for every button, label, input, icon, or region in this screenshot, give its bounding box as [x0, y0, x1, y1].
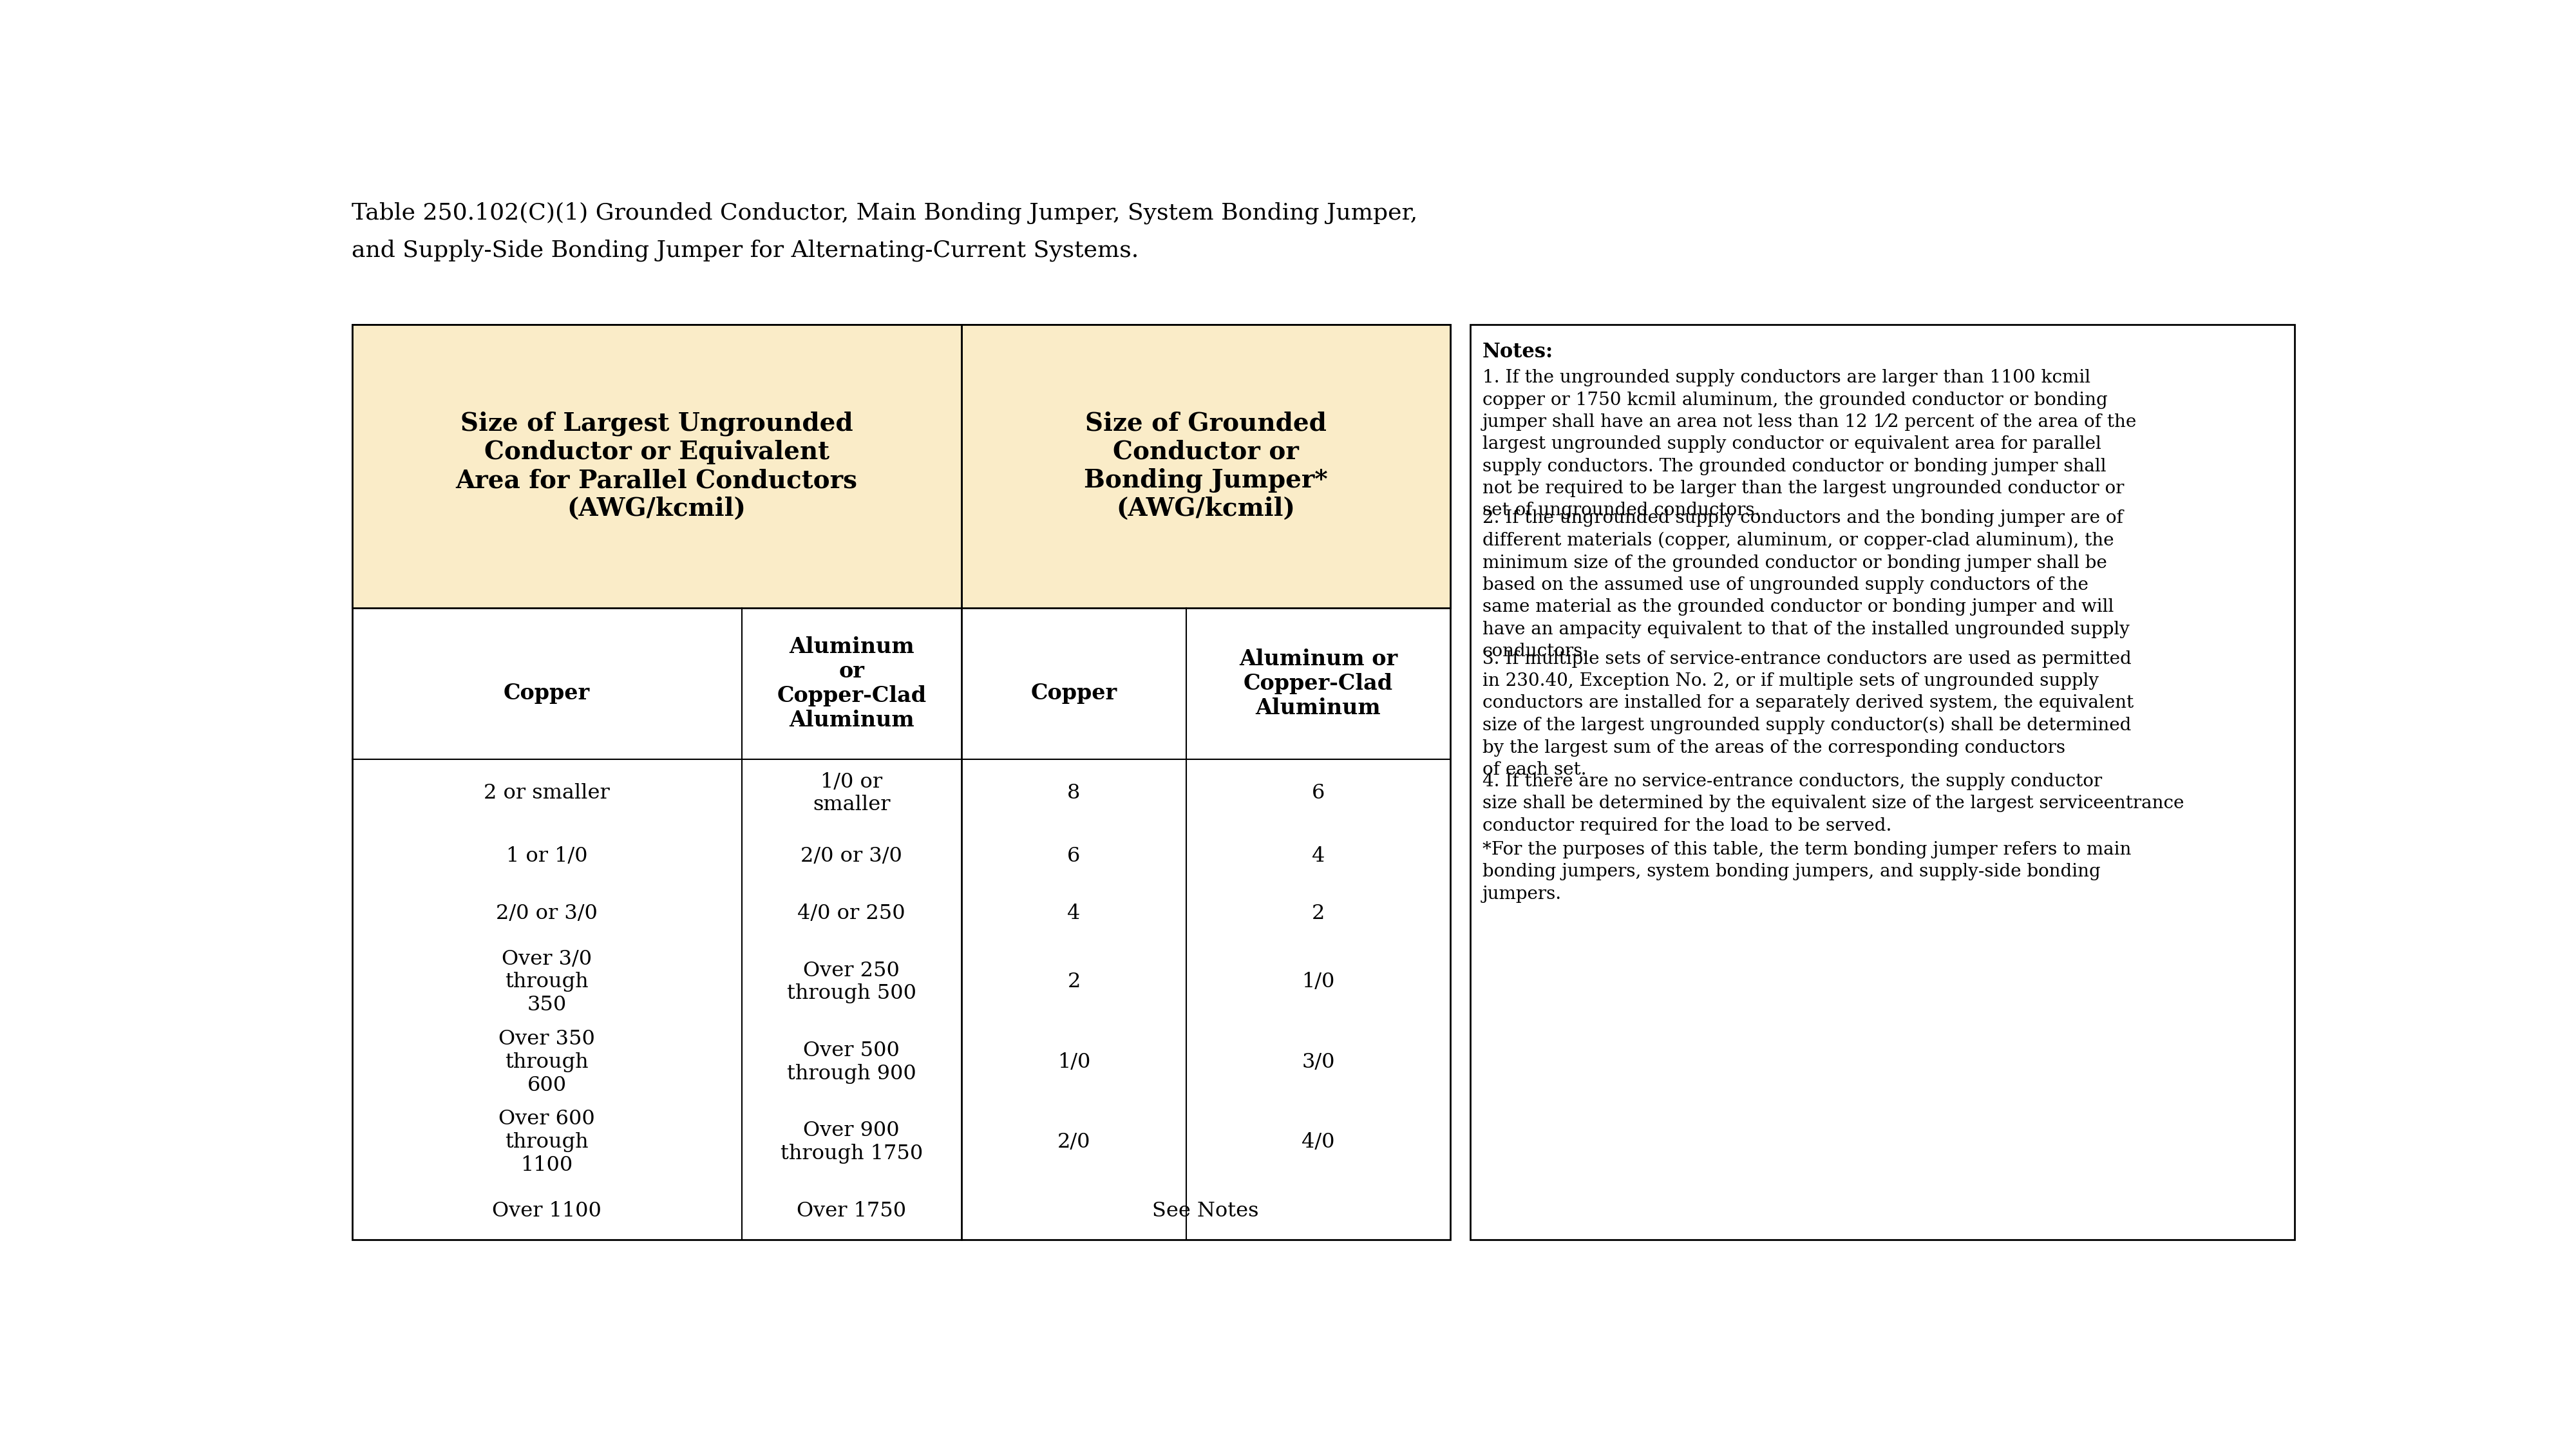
Text: Aluminum
or
Copper-Clad
Aluminum: Aluminum or Copper-Clad Aluminum: [778, 636, 927, 732]
Text: Over 500
through 900: Over 500 through 900: [786, 1040, 917, 1084]
Text: 4: 4: [1066, 904, 1079, 923]
Text: 1/0: 1/0: [1056, 1052, 1090, 1072]
Text: 2/0 or 3/0: 2/0 or 3/0: [497, 904, 598, 923]
Text: 2/0: 2/0: [1056, 1132, 1090, 1152]
Text: 1/0 or
smaller: 1/0 or smaller: [814, 772, 891, 814]
Text: See Notes: See Notes: [1151, 1201, 1260, 1222]
Text: Over 3/0
through
350: Over 3/0 through 350: [502, 949, 592, 1016]
Text: Table 250.102(C)(1) Grounded Conductor, Main Bonding Jumper, System Bonding Jump: Table 250.102(C)(1) Grounded Conductor, …: [353, 201, 1417, 225]
Text: Over 1750: Over 1750: [796, 1201, 907, 1222]
Text: 4/0: 4/0: [1301, 1132, 1334, 1152]
Text: 6: 6: [1311, 784, 1324, 803]
Text: 1 or 1/0: 1 or 1/0: [505, 846, 587, 867]
Text: Over 1100: Over 1100: [492, 1201, 603, 1222]
Text: Over 350
through
600: Over 350 through 600: [500, 1029, 595, 1095]
Text: 3. If multiple sets of service-entrance conductors are used as permitted
in 230.: 3. If multiple sets of service-entrance …: [1481, 651, 2133, 778]
Text: and Supply-Side Bonding Jumper for Alternating-Current Systems.: and Supply-Side Bonding Jumper for Alter…: [353, 239, 1139, 261]
Text: Over 900
through 1750: Over 900 through 1750: [781, 1120, 922, 1164]
Bar: [961, 325, 1450, 609]
Text: *For the purposes of this table, the term bonding jumper refers to main
bonding : *For the purposes of this table, the ter…: [1481, 840, 2130, 903]
Text: Size of Largest Ungrounded
Conductor or Equivalent
Area for Parallel Conductors
: Size of Largest Ungrounded Conductor or …: [456, 412, 858, 522]
Text: 2: 2: [1311, 904, 1324, 923]
Text: Over 600
through
1100: Over 600 through 1100: [500, 1108, 595, 1175]
Text: Over 250
through 500: Over 250 through 500: [786, 961, 917, 1004]
Text: 3/0: 3/0: [1301, 1052, 1334, 1072]
Text: 2. If the ungrounded supply conductors and the bonding jumper are of
different m: 2. If the ungrounded supply conductors a…: [1481, 510, 2130, 661]
Text: 6: 6: [1066, 846, 1079, 867]
Text: 2: 2: [1066, 972, 1079, 993]
Text: 2 or smaller: 2 or smaller: [484, 784, 611, 803]
Text: Copper: Copper: [505, 682, 590, 704]
Text: 1/0: 1/0: [1301, 972, 1334, 993]
Bar: [353, 325, 1450, 1239]
Bar: [1471, 325, 2295, 1239]
Text: Notes:: Notes:: [1481, 342, 1553, 362]
Text: 4: 4: [1311, 846, 1324, 867]
Text: Size of Grounded
Conductor or
Bonding Jumper*
(AWG/kcmil): Size of Grounded Conductor or Bonding Ju…: [1084, 412, 1327, 522]
Text: 8: 8: [1066, 784, 1079, 803]
Text: 2/0 or 3/0: 2/0 or 3/0: [801, 846, 902, 867]
Text: 1. If the ungrounded supply conductors are larger than 1100 kcmil
copper or 1750: 1. If the ungrounded supply conductors a…: [1481, 369, 2138, 519]
Text: Copper: Copper: [1030, 682, 1118, 704]
Text: 4. If there are no service-entrance conductors, the supply conductor
size shall : 4. If there are no service-entrance cond…: [1481, 772, 2184, 835]
Bar: [353, 325, 961, 609]
Text: Aluminum or
Copper-Clad
Aluminum: Aluminum or Copper-Clad Aluminum: [1239, 648, 1396, 719]
Text: 4/0 or 250: 4/0 or 250: [799, 904, 907, 923]
